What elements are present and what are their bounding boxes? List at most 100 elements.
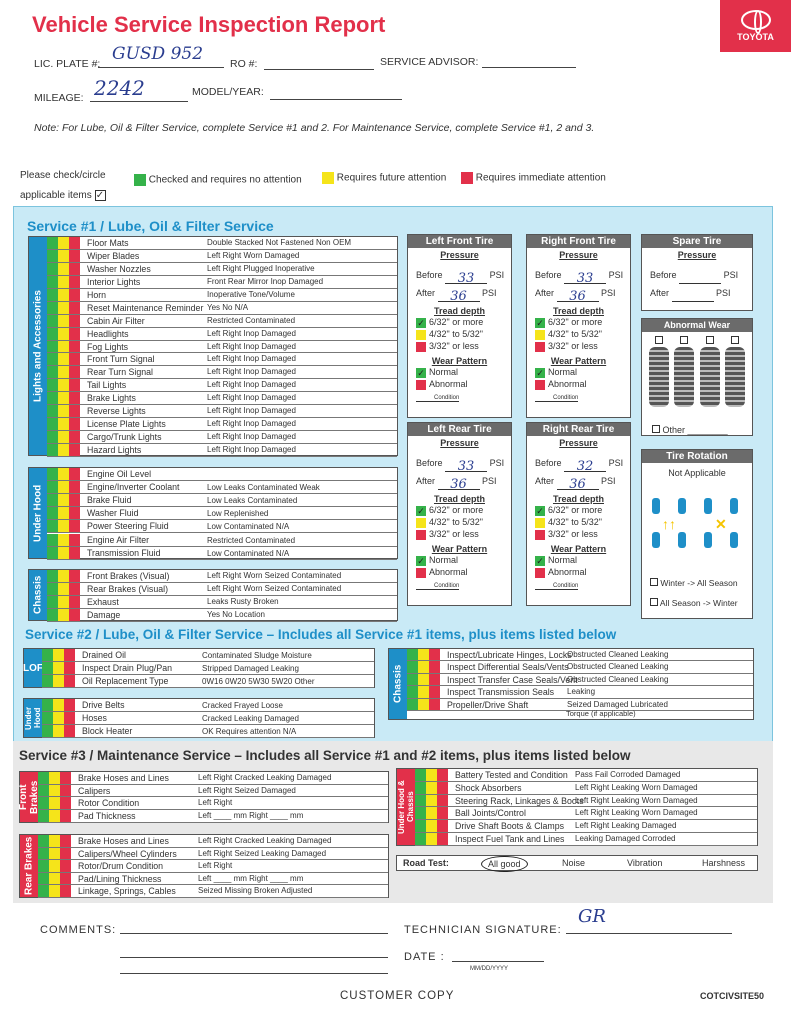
status-yellow-box[interactable] <box>58 546 69 559</box>
status-red-box[interactable] <box>60 885 71 897</box>
pressure-after[interactable]: After 36 PSI <box>416 288 497 304</box>
item-options[interactable]: Left Right Seized Damaged <box>198 785 296 795</box>
status-red-box[interactable] <box>69 418 80 431</box>
wear-other[interactable]: Other ________ <box>642 407 752 435</box>
pressure-after[interactable]: After 36 PSI <box>535 288 616 304</box>
status-yellow-box[interactable] <box>58 494 69 507</box>
status-red-box[interactable] <box>60 797 71 810</box>
status-green-box[interactable] <box>47 481 58 494</box>
status-green-box[interactable] <box>415 769 426 781</box>
item-options[interactable]: Double Stacked Not Fastened Non OEM <box>207 238 352 247</box>
status-red-box[interactable] <box>64 662 75 674</box>
inspection-row[interactable]: Drive Belts Cracked Frayed Loose <box>42 699 374 712</box>
road-test-harshness[interactable]: Harshness <box>702 858 746 868</box>
status-green-box[interactable] <box>38 885 49 897</box>
status-green-box[interactable] <box>42 712 53 724</box>
status-green-box[interactable] <box>47 507 58 520</box>
item-options[interactable]: Obstructed Cleaned Leaking <box>567 650 669 659</box>
status-red-box[interactable] <box>429 698 440 710</box>
tread-option-green[interactable]: ✓ 6/32" or more <box>535 317 603 328</box>
inspection-row[interactable]: Inspect Fuel Tank and Lines Leaking Damag… <box>415 833 757 846</box>
service-advisor-field[interactable] <box>482 54 576 68</box>
pressure-before[interactable]: Before 33 PSI <box>535 270 624 286</box>
status-red-box[interactable] <box>429 686 440 698</box>
status-red-box[interactable] <box>437 769 448 781</box>
status-yellow-box[interactable] <box>58 418 69 431</box>
inspection-row[interactable]: Engine Air Filter Restricted Contaminated <box>47 533 397 547</box>
status-red-box[interactable] <box>69 340 80 353</box>
status-yellow-box[interactable] <box>418 661 429 673</box>
tread-option-yellow[interactable]: 4/32" to 5/32" <box>527 328 630 340</box>
status-red-box[interactable] <box>429 649 440 661</box>
status-red-box[interactable] <box>69 262 80 275</box>
comments-field-1[interactable] <box>120 920 388 934</box>
status-yellow-box[interactable] <box>58 366 69 379</box>
inspection-row[interactable]: License Plate Lights Left Right Inop Dama… <box>47 418 397 432</box>
item-options[interactable]: Left Right Inop Damaged <box>207 432 296 442</box>
status-red-box[interactable] <box>60 772 71 784</box>
item-options[interactable]: Left Right Inop Damaged <box>207 406 296 416</box>
inspection-row[interactable]: Hazard Lights Left Right Inop Damaged <box>47 444 397 457</box>
status-yellow-box[interactable] <box>58 275 69 288</box>
inspection-row[interactable]: Front Turn Signal Left Right Inop Damaged <box>47 353 397 367</box>
status-green-box[interactable] <box>47 533 58 546</box>
item-options[interactable]: Leaks Rusty Broken <box>207 596 279 606</box>
item-options[interactable]: Inoperative Tone/Volume <box>207 289 295 299</box>
tread-option-red[interactable]: 3/32" or less <box>527 528 630 540</box>
item-options[interactable]: Left Right Inop Damaged <box>207 445 296 455</box>
status-yellow-box[interactable] <box>426 820 437 832</box>
status-green-box[interactable] <box>407 686 418 698</box>
status-red-box[interactable] <box>64 675 75 687</box>
wear-abnormal[interactable]: Abnormal Condition <box>408 566 511 590</box>
status-yellow-box[interactable] <box>58 237 69 249</box>
tread-option-green[interactable]: ✓ 6/32" or more <box>416 317 484 328</box>
item-options[interactable]: Left Right Inop Damaged <box>207 341 296 351</box>
status-red-box[interactable] <box>437 833 448 845</box>
inspection-row[interactable]: Washer Fluid Low Replenished <box>47 507 397 521</box>
wear-normal[interactable]: ✓ Normal <box>416 555 459 566</box>
technician-signature-field[interactable]: GR <box>566 906 732 934</box>
status-yellow-box[interactable] <box>426 781 437 794</box>
status-red-box[interactable] <box>69 249 80 262</box>
status-yellow-box[interactable] <box>58 379 69 392</box>
inspection-row[interactable]: Propeller/Drive Shaft Seized Damaged Lubr… <box>407 698 753 711</box>
pressure-before[interactable]: Before 32 PSI <box>535 458 624 474</box>
status-green-box[interactable] <box>47 570 58 582</box>
road-test-noise[interactable]: Noise <box>562 858 586 868</box>
status-red-box[interactable] <box>69 546 80 559</box>
status-green-box[interactable] <box>38 772 49 784</box>
status-red-box[interactable] <box>69 570 80 582</box>
status-green-box[interactable] <box>407 673 418 686</box>
mileage-field[interactable]: 2242 <box>90 76 188 102</box>
pressure-after[interactable]: After 36 PSI <box>535 476 616 492</box>
rotation-not-applicable[interactable]: Not Applicable <box>668 468 726 478</box>
status-red-box[interactable] <box>64 712 75 724</box>
item-options[interactable]: Yes No Location <box>207 609 265 619</box>
wear-option-3[interactable] <box>699 336 720 407</box>
inspection-row[interactable]: Brake Hoses and Lines Left Right Cracked … <box>38 835 388 848</box>
inspection-row[interactable]: Hoses Cracked Leaking Damaged <box>42 712 374 725</box>
comments-field-2[interactable] <box>120 944 388 958</box>
status-red-box[interactable] <box>69 379 80 392</box>
status-green-box[interactable] <box>42 662 53 674</box>
status-yellow-box[interactable] <box>49 872 60 884</box>
status-yellow-box[interactable] <box>49 772 60 784</box>
status-yellow-box[interactable] <box>58 481 69 494</box>
inspection-row[interactable]: Rear Turn Signal Left Right Inop Damaged <box>47 366 397 380</box>
status-yellow-box[interactable] <box>418 698 429 710</box>
item-options[interactable]: Yes No N/A <box>207 302 249 312</box>
inspection-row[interactable]: Inspect Transmission Seals Leaking <box>407 686 753 699</box>
status-green-box[interactable] <box>47 608 58 621</box>
item-options[interactable]: Left Right Cracked Leaking Damaged <box>198 836 332 845</box>
status-green-box[interactable] <box>47 520 58 533</box>
status-yellow-box[interactable] <box>58 327 69 340</box>
inspection-row[interactable]: Inspect Drain Plug/Pan Stripped Damaged L… <box>42 662 374 675</box>
status-yellow-box[interactable] <box>53 649 64 661</box>
item-options[interactable]: Pass Fail Corroded Damaged <box>575 770 681 779</box>
spare-after[interactable]: After PSI <box>642 284 752 302</box>
status-red-box[interactable] <box>69 366 80 379</box>
item-options[interactable]: Cracked Frayed Loose <box>202 701 283 710</box>
item-options[interactable]: Left Right Inop Damaged <box>207 393 296 403</box>
status-red-box[interactable] <box>64 699 75 711</box>
status-yellow-box[interactable] <box>49 885 60 897</box>
